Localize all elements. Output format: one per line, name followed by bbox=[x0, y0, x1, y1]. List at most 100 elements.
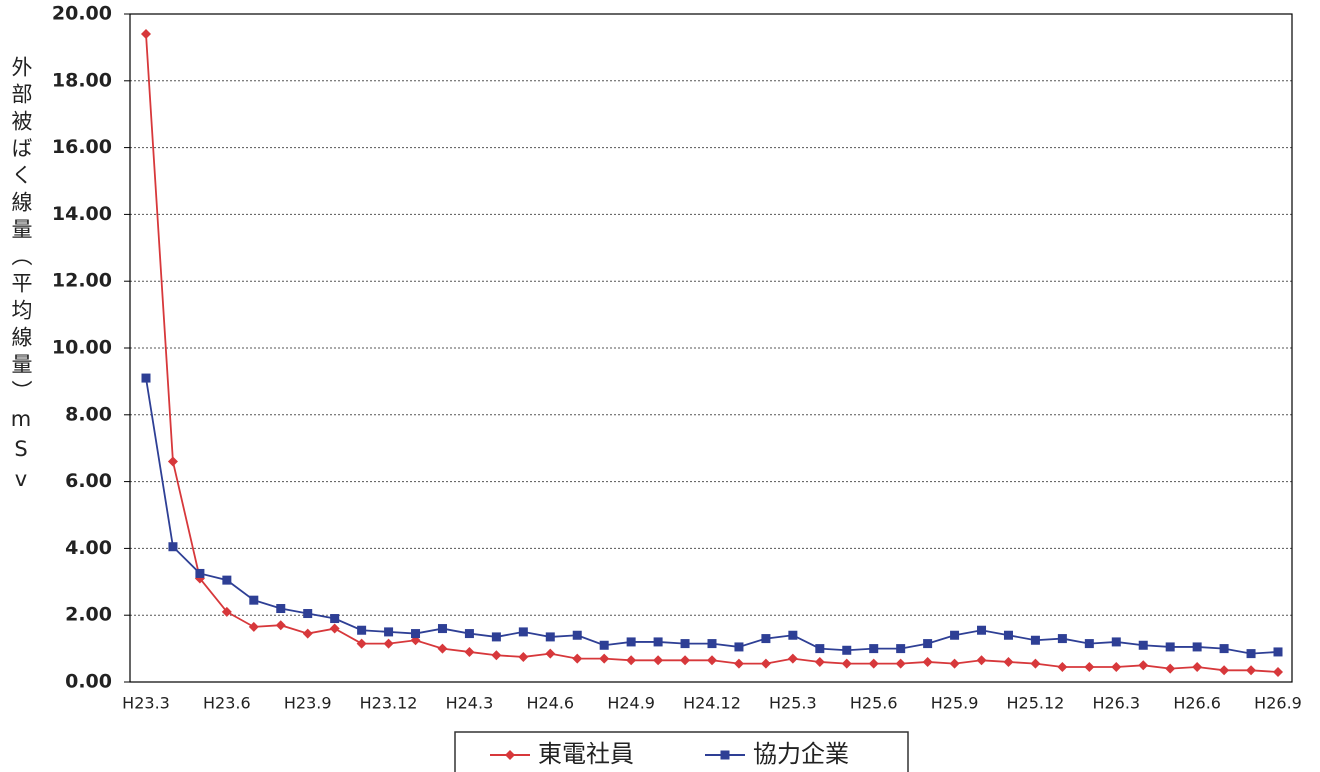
marker bbox=[734, 642, 744, 652]
marker bbox=[222, 575, 232, 585]
marker bbox=[976, 655, 987, 666]
marker bbox=[1138, 640, 1148, 650]
legend-marker bbox=[720, 750, 730, 760]
legend-label: 協力企業 bbox=[753, 740, 849, 768]
marker bbox=[1111, 661, 1122, 672]
marker bbox=[221, 606, 232, 617]
marker bbox=[168, 542, 178, 552]
marker bbox=[572, 630, 582, 640]
marker bbox=[895, 658, 906, 669]
marker bbox=[1111, 637, 1121, 647]
marker bbox=[303, 609, 313, 619]
marker bbox=[383, 638, 394, 649]
marker bbox=[1003, 630, 1013, 640]
marker bbox=[356, 638, 367, 649]
series-line bbox=[145, 33, 1279, 673]
x-tick-label: H24.6 bbox=[526, 694, 574, 713]
marker bbox=[950, 630, 960, 640]
x-tick-label: H25.12 bbox=[1007, 694, 1065, 713]
marker bbox=[464, 646, 475, 657]
marker bbox=[1246, 665, 1257, 676]
marker bbox=[868, 658, 879, 669]
marker bbox=[1192, 661, 1203, 672]
y-tick-label: 10.00 bbox=[52, 337, 112, 359]
marker bbox=[814, 656, 825, 667]
marker bbox=[141, 373, 151, 383]
y-tick-label: 18.00 bbox=[52, 69, 112, 91]
x-tick-label: H23.9 bbox=[284, 694, 332, 713]
marker bbox=[1030, 658, 1041, 669]
marker bbox=[707, 639, 717, 649]
y-tick-label: 2.00 bbox=[65, 604, 112, 626]
marker bbox=[680, 655, 691, 666]
marker bbox=[1057, 634, 1067, 644]
marker bbox=[167, 456, 178, 467]
marker bbox=[1084, 661, 1095, 672]
x-tick-label: H25.9 bbox=[931, 694, 979, 713]
marker bbox=[411, 629, 421, 639]
y-tick-label: 8.00 bbox=[65, 403, 112, 425]
marker bbox=[437, 624, 447, 634]
marker bbox=[1219, 665, 1230, 676]
marker bbox=[977, 625, 987, 635]
marker bbox=[330, 614, 340, 624]
marker bbox=[572, 653, 583, 664]
marker bbox=[788, 630, 798, 640]
y-tick-label: 14.00 bbox=[52, 203, 112, 225]
x-tick-label: H23.3 bbox=[122, 694, 170, 713]
x-tick-label: H26.6 bbox=[1173, 694, 1221, 713]
marker bbox=[787, 653, 798, 664]
marker bbox=[329, 623, 340, 634]
x-tick-label: H25.3 bbox=[769, 694, 817, 713]
legend-label: 東電社員 bbox=[538, 740, 634, 768]
marker bbox=[949, 658, 960, 669]
y-tick-label: 12.00 bbox=[52, 270, 112, 292]
marker bbox=[437, 643, 448, 654]
marker bbox=[357, 625, 367, 635]
marker bbox=[760, 658, 771, 669]
marker bbox=[1138, 660, 1149, 671]
x-tick-label: H25.6 bbox=[850, 694, 898, 713]
x-tick-label: H24.9 bbox=[607, 694, 655, 713]
legend-box bbox=[454, 731, 909, 772]
y-tick-label: 16.00 bbox=[52, 136, 112, 158]
marker bbox=[1246, 649, 1256, 659]
marker bbox=[1273, 647, 1283, 657]
marker bbox=[1084, 639, 1094, 649]
marker bbox=[141, 29, 151, 40]
marker bbox=[1192, 642, 1202, 652]
marker bbox=[302, 628, 313, 639]
marker bbox=[842, 645, 852, 655]
marker bbox=[869, 644, 879, 654]
marker bbox=[1219, 644, 1229, 654]
x-tick-label: H26.9 bbox=[1254, 694, 1302, 713]
marker bbox=[1165, 642, 1175, 652]
marker bbox=[841, 658, 852, 669]
marker bbox=[384, 627, 394, 637]
marker bbox=[518, 627, 528, 637]
marker bbox=[491, 650, 502, 661]
marker bbox=[707, 655, 717, 666]
marker bbox=[249, 595, 259, 605]
marker bbox=[275, 620, 286, 631]
marker bbox=[248, 621, 259, 632]
marker bbox=[1003, 656, 1014, 667]
y-axis-label: 外部被ばく線量（平均線量）mSv bbox=[9, 56, 33, 497]
marker bbox=[599, 653, 610, 664]
y-tick-label: 6.00 bbox=[65, 470, 112, 492]
marker bbox=[599, 640, 609, 650]
y-tick-label: 20.00 bbox=[52, 3, 112, 25]
marker bbox=[626, 655, 637, 666]
y-tick-label: 0.00 bbox=[65, 671, 112, 693]
marker bbox=[922, 656, 933, 667]
marker bbox=[761, 634, 771, 644]
marker bbox=[815, 644, 825, 654]
x-tick-label: H24.12 bbox=[683, 694, 741, 713]
marker bbox=[1273, 666, 1283, 677]
marker bbox=[733, 658, 744, 669]
x-tick-label: H26.3 bbox=[1092, 694, 1140, 713]
x-tick-label: H23.6 bbox=[203, 694, 251, 713]
legend-marker bbox=[505, 750, 515, 760]
